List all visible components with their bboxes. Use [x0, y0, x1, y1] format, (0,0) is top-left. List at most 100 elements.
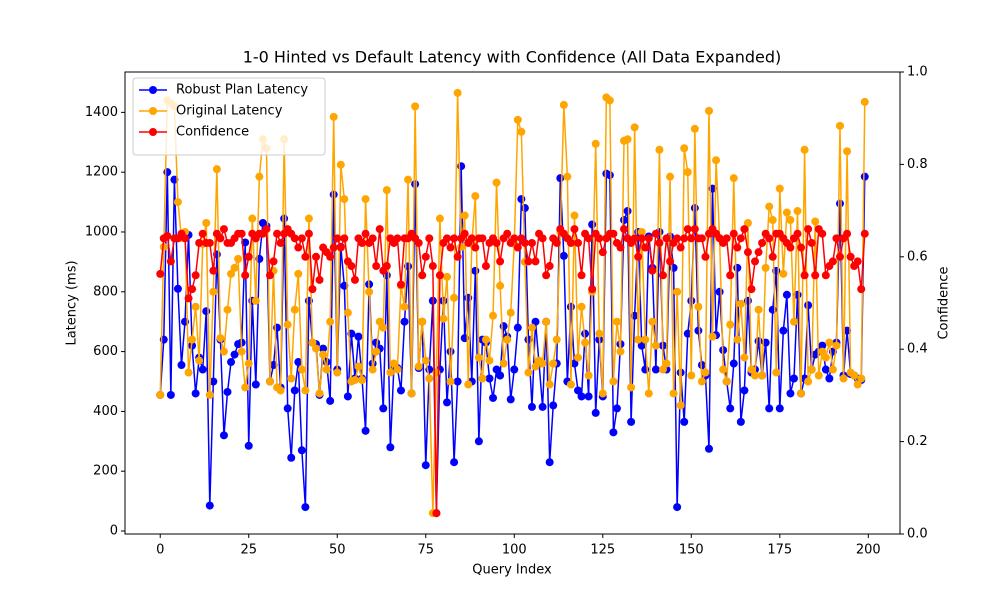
data-point: [782, 208, 791, 217]
data-point: [843, 229, 852, 238]
y2-tick-label: 0.4: [907, 342, 928, 357]
data-point: [414, 238, 423, 247]
data-point: [492, 178, 501, 187]
data-point: [598, 248, 607, 257]
data-point: [683, 225, 692, 234]
data-point: [556, 174, 565, 183]
data-point: [205, 501, 214, 510]
data-point: [198, 365, 207, 374]
data-point: [496, 371, 505, 380]
data-point: [379, 323, 388, 332]
data-point: [414, 362, 423, 371]
data-point: [520, 204, 529, 213]
data-point: [421, 461, 430, 470]
data-point: [814, 371, 823, 380]
data-point: [481, 262, 490, 271]
data-point: [570, 225, 579, 234]
data-point: [620, 225, 629, 234]
data-point: [627, 417, 636, 426]
data-point: [443, 398, 452, 407]
data-point: [573, 353, 582, 362]
data-point: [223, 387, 232, 396]
data-point: [336, 243, 345, 252]
data-point: [446, 243, 455, 252]
data-point: [637, 227, 646, 236]
data-point: [751, 371, 760, 380]
data-point: [156, 269, 165, 278]
data-point: [411, 102, 420, 111]
data-point: [301, 386, 310, 395]
data-point: [793, 207, 802, 216]
data-point: [503, 335, 512, 344]
data-point: [577, 271, 586, 280]
data-point: [627, 383, 636, 392]
data-point: [740, 353, 749, 362]
data-point: [205, 390, 214, 399]
data-point: [726, 320, 735, 329]
data-point: [846, 252, 855, 261]
data-point: [595, 234, 604, 243]
data-point: [333, 368, 342, 377]
data-point: [474, 353, 483, 362]
data-point: [312, 252, 321, 261]
data-point: [496, 257, 505, 266]
data-point: [375, 225, 384, 234]
data-point: [860, 172, 869, 181]
data-point: [244, 441, 253, 450]
data-point: [251, 380, 260, 389]
data-point: [297, 365, 306, 374]
data-point: [609, 428, 618, 437]
data-point: [326, 252, 335, 261]
data-point: [669, 389, 678, 398]
data-point: [241, 383, 250, 392]
data-point: [276, 386, 285, 395]
data-point: [322, 365, 331, 374]
data-point: [786, 216, 795, 225]
data-point: [772, 368, 781, 377]
data-point: [297, 446, 306, 455]
data-point: [821, 353, 830, 362]
data-point: [358, 238, 367, 247]
data-point: [662, 234, 671, 243]
data-point: [573, 386, 582, 395]
y-tick-label: 1200: [85, 165, 118, 180]
data-point: [538, 234, 547, 243]
data-point: [804, 377, 813, 386]
data-point: [283, 320, 292, 329]
data-point: [396, 386, 405, 395]
data-point: [655, 145, 664, 154]
data-point: [655, 238, 664, 247]
data-point: [297, 234, 306, 243]
data-point: [255, 172, 264, 181]
data-point: [581, 329, 590, 338]
data-point: [347, 262, 356, 271]
data-point: [768, 216, 777, 225]
data-point: [733, 263, 742, 272]
data-point: [588, 285, 597, 294]
data-point: [234, 254, 243, 263]
y-axis-label: Latency (ms): [65, 260, 80, 345]
data-point: [506, 395, 515, 404]
data-point: [230, 350, 239, 359]
data-point: [683, 168, 692, 177]
data-point: [393, 365, 402, 374]
data-point: [304, 229, 313, 238]
data-point: [191, 302, 200, 311]
y-tick-label: 400: [93, 404, 118, 419]
data-point: [471, 243, 480, 252]
data-point: [545, 262, 554, 271]
data-point: [680, 417, 689, 426]
data-point: [708, 332, 717, 341]
data-point: [467, 234, 476, 243]
data-point: [605, 171, 614, 180]
data-point: [662, 359, 671, 368]
data-point: [651, 365, 660, 374]
data-point: [315, 389, 324, 398]
data-point: [315, 275, 324, 284]
data-point: [680, 234, 689, 243]
data-point: [697, 361, 706, 370]
data-point: [212, 165, 221, 174]
data-point: [244, 359, 253, 368]
data-point: [800, 145, 809, 154]
data-point: [570, 359, 579, 368]
